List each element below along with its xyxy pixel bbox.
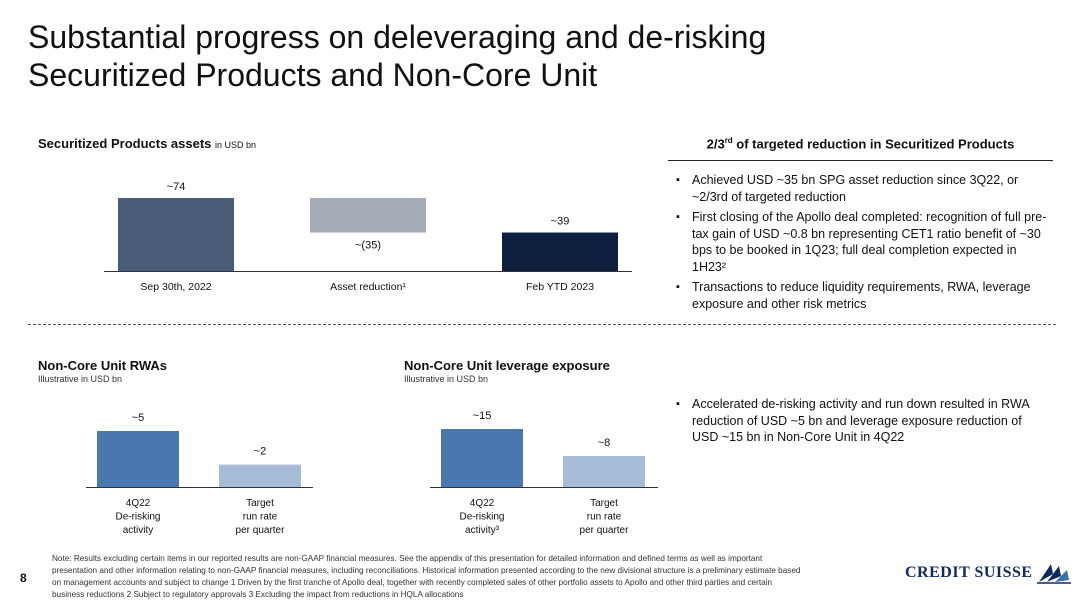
data-label: ~74 <box>167 181 186 193</box>
data-label: ~2 <box>254 446 267 458</box>
category-label: activity³ <box>465 525 500 536</box>
bullet-item: First closing of the Apollo deal complet… <box>676 209 1051 275</box>
sp-chart-header: Securitized Products assets in USD bn <box>38 136 256 151</box>
right-top-header-sup: rd <box>724 136 733 145</box>
category-label: De-risking <box>459 512 504 523</box>
right-top-header: 2/3rd of targeted reduction in Securitiz… <box>668 136 1053 151</box>
credit-suisse-logo: CREDIT SUISSE <box>905 562 1071 584</box>
category-label: 4Q22 <box>470 498 495 509</box>
footnote-line: on management accounts and subject to ch… <box>52 578 773 587</box>
category-label: 4Q22 <box>126 498 151 509</box>
category-label: Target <box>246 498 274 509</box>
ncu-rwa-header: Non-Core Unit RWAs <box>38 358 168 373</box>
sails-logo-icon <box>1036 564 1071 584</box>
bar <box>441 429 523 487</box>
bullet-item: Transactions to reduce liquidity require… <box>676 279 1051 312</box>
data-label: ~15 <box>473 410 492 422</box>
category-label: run rate <box>587 512 622 523</box>
bar <box>219 464 301 487</box>
logo-text: CREDIT SUISSE <box>905 564 1033 581</box>
footnote-line: presentation and other information relat… <box>52 566 801 575</box>
category-label: per quarter <box>580 525 630 536</box>
sp-chart-title: Securitized Products assets <box>38 136 212 151</box>
category-label: Sep 30th, 2022 <box>140 281 211 293</box>
category-label: Target <box>590 498 618 509</box>
title-line-1: Substantial progress on deleveraging and… <box>28 19 767 55</box>
category-label: De-risking <box>115 512 160 523</box>
right-top-header-post: of targeted reduction in Securitized Pro… <box>732 136 1015 152</box>
category-label: per quarter <box>236 525 286 536</box>
bullet-item: Accelerated de-risking activity and run … <box>676 396 1051 446</box>
bar <box>97 431 179 487</box>
footnote: Note: Results excluding certain items in… <box>52 553 892 601</box>
bar <box>310 198 426 233</box>
category-label: activity <box>123 525 154 536</box>
section-divider <box>28 324 1056 325</box>
title-line-2: Securitized Products and Non-Core Unit <box>28 57 598 93</box>
ncu-lev-subtitle: Illustrative in USD bn <box>404 374 489 384</box>
right-bottom-bullets: Accelerated de-risking activity and run … <box>676 396 1051 450</box>
bullet-item: Achieved USD ~35 bn SPG asset reduction … <box>676 172 1051 205</box>
ncu-lev-header: Non-Core Unit leverage exposure <box>404 358 610 373</box>
footnote-line: Note: Results excluding certain items in… <box>52 554 763 563</box>
footnote-line: business reductions 2 Subject to regulat… <box>52 590 464 599</box>
bar <box>563 456 645 487</box>
right-top-bullets: Achieved USD ~35 bn SPG asset reduction … <box>676 172 1051 316</box>
ncu-rwa-subtitle: Illustrative in USD bn <box>38 374 123 384</box>
category-label: Asset reduction¹ <box>330 281 406 293</box>
bar <box>118 198 234 271</box>
data-label: ~8 <box>598 437 611 449</box>
sp-chart-unit: in USD bn <box>215 140 257 150</box>
data-label: ~(35) <box>355 240 381 252</box>
data-label: ~5 <box>132 412 145 424</box>
category-label: run rate <box>243 512 278 523</box>
page-number: 8 <box>20 571 27 585</box>
category-label: Feb YTD 2023 <box>526 281 594 293</box>
page-title: Substantial progress on deleveraging and… <box>28 18 766 94</box>
data-label: ~39 <box>551 216 570 228</box>
bar <box>502 232 618 271</box>
right-header-rule <box>668 160 1053 161</box>
right-top-header-pre: 2/3 <box>706 136 725 152</box>
